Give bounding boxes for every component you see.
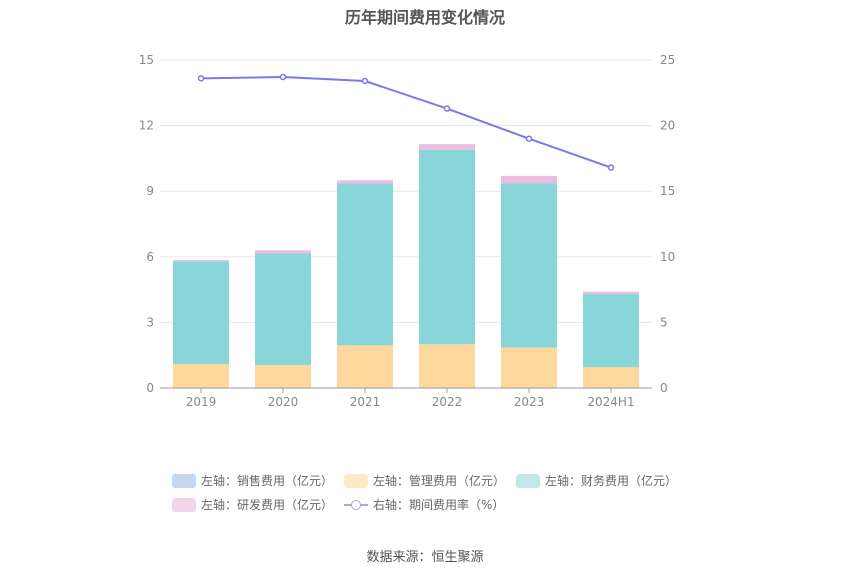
bar-segment <box>501 183 557 348</box>
bar-segment <box>501 175 557 184</box>
x-axis-tick-label: 2020 <box>268 395 299 409</box>
x-axis-tick-label: 2023 <box>514 395 545 409</box>
bar-segment <box>583 291 639 294</box>
right-axis-tick-label: 0 <box>660 381 668 395</box>
bar-segment <box>337 345 393 388</box>
bar-segment <box>501 347 557 388</box>
bar-segment <box>337 183 393 346</box>
expense-rate-point <box>279 73 287 81</box>
legend-label-finance: 左轴：财务费用（亿元） <box>545 474 678 488</box>
right-axis-tick-label: 10 <box>660 250 675 264</box>
legend-label-admin: 左轴：管理费用（亿元） <box>373 474 506 488</box>
bar-segment <box>255 250 311 254</box>
bar-segment <box>583 367 639 388</box>
left-axis-tick-label: 3 <box>146 315 154 329</box>
legend-item-finance[interactable]: 左轴：财务费用（亿元） <box>516 472 677 489</box>
x-axis-tick-label: 2021 <box>350 395 381 409</box>
legend-swatch-sales <box>172 473 196 488</box>
expense-rate-point <box>607 164 615 171</box>
right-axis-tick-label: 5 <box>660 315 668 329</box>
bar-segment <box>337 180 393 184</box>
left-axis-tick-label: 6 <box>146 250 154 264</box>
x-axis-tick-label: 2024H1 <box>587 395 634 409</box>
bar-segment <box>173 261 229 364</box>
legend-swatch-finance <box>516 473 540 488</box>
chart-title: 历年期间费用变化情况 <box>344 8 505 27</box>
left-axis-tick-label: 15 <box>139 53 154 67</box>
expense-rate-point <box>361 77 369 85</box>
bar-segment <box>419 344 475 388</box>
right-axis-tick-label: 15 <box>660 184 675 198</box>
expense-rate-line <box>200 76 612 169</box>
bar-segment <box>173 363 229 388</box>
legend-item-rnd[interactable]: 左轴：研发费用（亿元） <box>172 496 333 513</box>
legend-item-expense-rate[interactable]: 右轴：期间费用率（%） <box>344 496 504 513</box>
expense-rate-point <box>443 105 451 112</box>
bar-segment <box>255 253 311 366</box>
legend-swatch-rnd <box>172 497 196 512</box>
legend-label-rnd: 左轴：研发费用（亿元） <box>201 498 334 512</box>
left-axis-tick-label: 12 <box>139 119 154 133</box>
x-axis-tick-label: 2022 <box>432 395 463 409</box>
expense-rate-point <box>197 75 205 82</box>
legend-label-sales: 左轴：销售费用（亿元） <box>201 474 334 488</box>
bar-segment <box>583 293 639 368</box>
left-axis-tick-label: 9 <box>146 184 154 198</box>
expense-rate-point <box>525 135 533 142</box>
left-axis-tick-label: 0 <box>146 381 154 395</box>
bar-segment <box>255 365 311 388</box>
x-axis-tick-label: 2019 <box>186 395 217 409</box>
bar-segment <box>419 149 475 345</box>
bar-segment <box>419 144 475 150</box>
legend-label-expense-rate: 右轴：期间费用率（%） <box>373 498 505 512</box>
right-axis-tick-label: 25 <box>660 53 675 67</box>
legend-swatch-admin <box>344 473 368 488</box>
legend-item-admin[interactable]: 左轴：管理费用（亿元） <box>344 472 505 489</box>
legend-item-sales[interactable]: 左轴：销售费用（亿元） <box>172 472 333 489</box>
right-axis-tick-label: 20 <box>660 119 675 133</box>
legend-swatch-expense-rate <box>344 498 368 512</box>
bar-segment <box>173 260 229 262</box>
chart-plot: 0 3 6 9 12 15 0 5 10 15 20 25 2019 2020 2021 2022 2023 20… <box>139 53 676 409</box>
data-source: 数据来源：恒生聚源 <box>366 550 484 565</box>
